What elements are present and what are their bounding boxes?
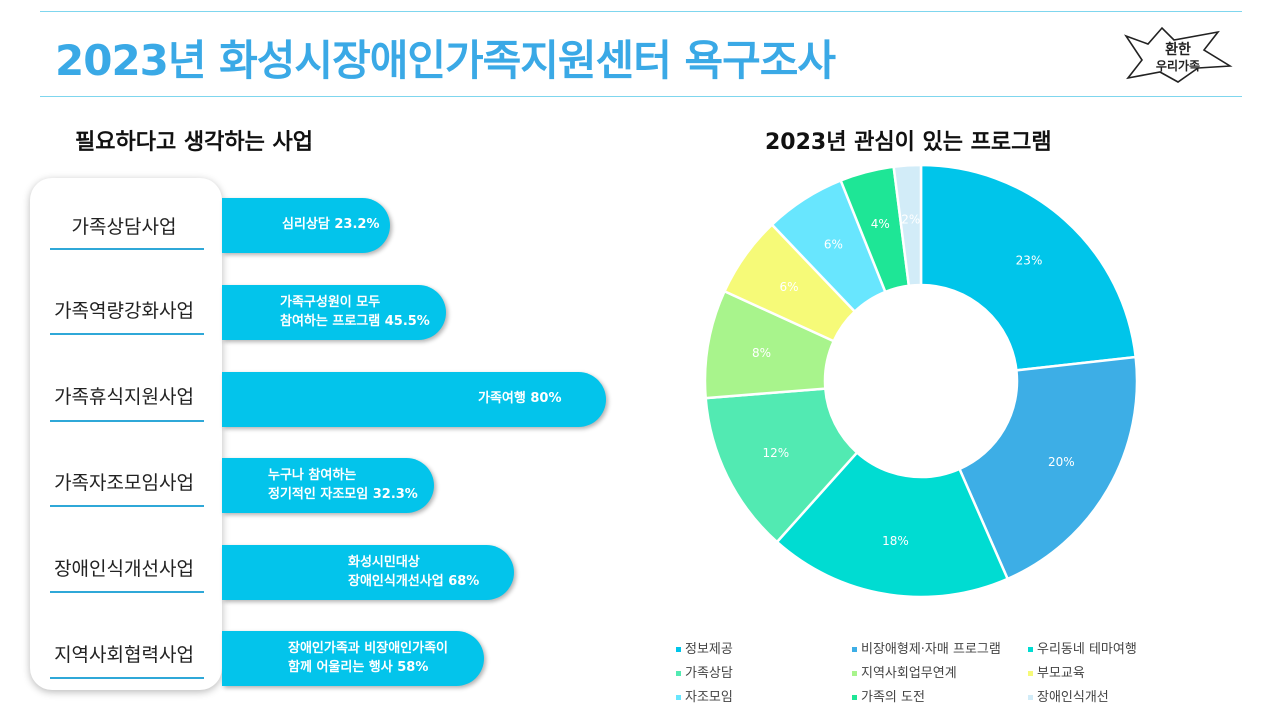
legend-item: 자조모임 — [676, 686, 733, 705]
legend-item: 비장애형제·자매 프로그램 — [852, 638, 1001, 657]
program-bar-line: 화성시민대상 — [348, 554, 420, 570]
program-bar-line: 함께 어울리는 행사 58% — [288, 659, 429, 675]
legend-swatch — [852, 647, 857, 652]
program-bar — [222, 285, 446, 340]
program-bar — [222, 631, 484, 686]
legend-label: 우리동네 테마여행 — [1037, 642, 1137, 657]
category-underline — [50, 248, 204, 250]
page-title: 2023년 화성시장애인가족지원센터 욕구조사 — [55, 36, 836, 85]
category-label: 지역사회협력사업 — [54, 644, 194, 666]
legend-swatch — [676, 647, 681, 652]
slice-label: 6% — [780, 280, 799, 294]
program-bar-line: 가족구성원이 모두 — [280, 294, 381, 310]
category-underline — [50, 420, 204, 422]
legend-swatch — [676, 695, 681, 700]
logo: 환한 우리가족 — [1123, 26, 1233, 83]
slice-label: 20% — [1048, 455, 1075, 469]
program-bar — [222, 545, 514, 600]
category-panel — [30, 178, 222, 690]
donut-chart: 23% 20% 18% 12% 8% 6% 6% 4% 2% — [703, 163, 1139, 599]
program-bar-line: 누구나 참여하는 — [268, 467, 357, 483]
legend-label: 자조모임 — [685, 690, 733, 705]
legend-swatch — [1028, 671, 1033, 676]
legend-label: 비장애형제·자매 프로그램 — [861, 642, 1001, 657]
legend-item: 정보제공 — [676, 638, 733, 657]
top-divider — [40, 11, 1242, 12]
program-bar-line: 가족여행 80% — [478, 391, 562, 407]
category-label: 장애인식개선사업 — [54, 558, 194, 580]
legend-label: 가족상담 — [685, 666, 733, 681]
donut-slice — [775, 450, 1010, 599]
category-underline — [50, 591, 204, 593]
chart-title: 2023년 관심이 있는 프로그램 — [765, 130, 1052, 155]
legend-item: 가족상담 — [676, 662, 733, 681]
program-bar-text: 심리상담 23.2% — [282, 198, 379, 253]
program-bar-text: 가족여행 80% — [478, 372, 561, 427]
legend-label: 가족의 도전 — [861, 690, 925, 705]
donut-slice — [704, 387, 859, 544]
program-bar-line: 정기적인 자조모임 32.3% — [268, 486, 418, 502]
slice-label: 18% — [882, 534, 909, 548]
category-label: 가족역량강화사업 — [54, 300, 194, 322]
legend-item: 장애인식개선 — [1028, 686, 1109, 705]
donut-slice — [892, 163, 923, 288]
slice-label: 4% — [871, 217, 890, 231]
program-bar — [222, 458, 434, 513]
program-bar-line: 장애인식개선사업 68% — [348, 573, 480, 589]
legend-swatch — [1028, 695, 1033, 700]
legend-item: 우리동네 테마여행 — [1028, 638, 1137, 657]
left-section-title: 필요하다고 생각하는 사업 — [75, 130, 313, 155]
logo-line-2: 우리가족 — [1156, 58, 1200, 73]
slice-label: 23% — [1016, 253, 1043, 267]
legend-label: 장애인식개선 — [1037, 690, 1109, 705]
slice-label: 2% — [901, 212, 920, 226]
legend-item: 지역사회업무연계 — [852, 662, 957, 681]
program-bar-line: 장애인가족과 비장애인가족이 — [288, 640, 449, 656]
program-bar — [222, 372, 606, 427]
program-bar — [222, 198, 390, 253]
legend-swatch — [676, 671, 681, 676]
legend-item: 부모교육 — [1028, 662, 1085, 681]
legend-item: 가족의 도전 — [852, 686, 925, 705]
category-underline — [50, 677, 204, 679]
slice-label: 12% — [763, 446, 790, 460]
program-bar-line: 참여하는 프로그램 45.5% — [280, 313, 430, 329]
legend-label: 정보제공 — [685, 642, 733, 657]
legend-swatch — [852, 695, 857, 700]
header-divider — [40, 96, 1242, 97]
donut-slice — [919, 163, 1138, 372]
donut-slice — [957, 355, 1139, 581]
legend-label: 지역사회업무연계 — [861, 666, 957, 681]
program-bar-line: 심리상담 23.2% — [282, 217, 380, 233]
slice-label: 6% — [824, 238, 843, 252]
category-label: 가족휴식지원사업 — [54, 386, 194, 408]
category-underline — [50, 333, 204, 335]
category-underline — [50, 505, 204, 507]
legend-swatch — [852, 671, 857, 676]
category-label: 가족자조모임사업 — [54, 472, 194, 494]
slice-label: 8% — [752, 346, 771, 360]
category-label: 가족상담사업 — [71, 216, 177, 238]
logo-line-1: 환한 — [1165, 41, 1191, 58]
legend-label: 부모교육 — [1037, 666, 1085, 681]
legend-swatch — [1028, 647, 1033, 652]
